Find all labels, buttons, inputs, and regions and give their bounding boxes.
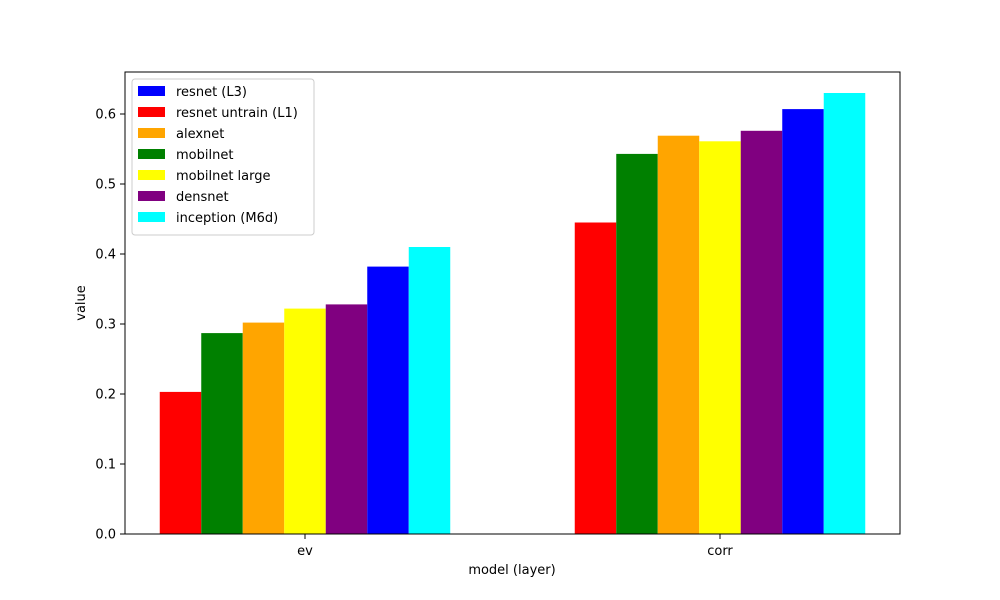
- bar-ev-inception-m6d-: [408, 247, 451, 534]
- x-axis: ev corr: [297, 534, 733, 559]
- legend-swatch: [138, 170, 165, 180]
- y-tick-label: 0.5: [95, 178, 116, 193]
- y-tick-label: 0.6: [95, 108, 116, 123]
- legend-label: mobilnet: [176, 148, 233, 163]
- y-axis-label: value: [74, 285, 89, 321]
- bar-ev-resnet-l3-: [367, 266, 409, 534]
- legend-swatch: [138, 191, 165, 201]
- legend-swatch: [138, 128, 165, 138]
- bar-ev-alexnet: [242, 322, 285, 534]
- legend-swatch: [138, 149, 165, 159]
- legend-box: [131, 78, 315, 236]
- y-tick-label: 0.0: [95, 528, 116, 543]
- y-tick-label: 0.1: [95, 458, 116, 473]
- bar-corr-inception-m6d-: [823, 93, 866, 534]
- y-tick-label: 0.2: [95, 388, 116, 403]
- legend-label: densnet: [176, 190, 229, 205]
- bar-corr-mobilnet: [616, 153, 658, 534]
- x-tick-label-corr: corr: [707, 544, 733, 559]
- legend-label: inception (M6d): [176, 211, 278, 226]
- bar-corr-resnet-l3-: [782, 109, 824, 534]
- plot-frame: [124, 71, 901, 535]
- x-axis-label: model (layer): [468, 563, 555, 578]
- legend-label: mobilnet large: [176, 169, 271, 184]
- legend-swatch: [138, 86, 165, 96]
- y-tick-label: 0.4: [95, 248, 116, 263]
- bar-ev-mobilnet: [201, 333, 243, 534]
- bar-corr-resnet-untrain-l1-: [574, 222, 617, 534]
- bar-ev-densnet: [325, 304, 368, 534]
- y-tick-label: 0.3: [95, 318, 116, 333]
- bar-corr-mobilnet-large: [699, 141, 741, 535]
- bars-layer: [159, 93, 866, 535]
- legend-label: resnet (L3): [176, 85, 247, 100]
- bar-ev-resnet-untrain-l1-: [159, 391, 202, 534]
- legend-label: resnet untrain (L1): [176, 106, 298, 121]
- x-tick-label-ev: ev: [297, 544, 313, 559]
- bar-corr-alexnet: [657, 135, 700, 534]
- legend: resnet (L3) resnet untrain (L1) alexnet mob…: [131, 78, 315, 236]
- bar-ev-mobilnet-large: [284, 308, 326, 534]
- legend-swatch: [138, 212, 165, 222]
- legend-swatch: [138, 107, 165, 117]
- bar-corr-densnet: [740, 130, 783, 535]
- y-axis: 0.0 0.1 0.2 0.3 0.4 0.5 0.6: [95, 108, 125, 543]
- legend-label: alexnet: [176, 127, 224, 142]
